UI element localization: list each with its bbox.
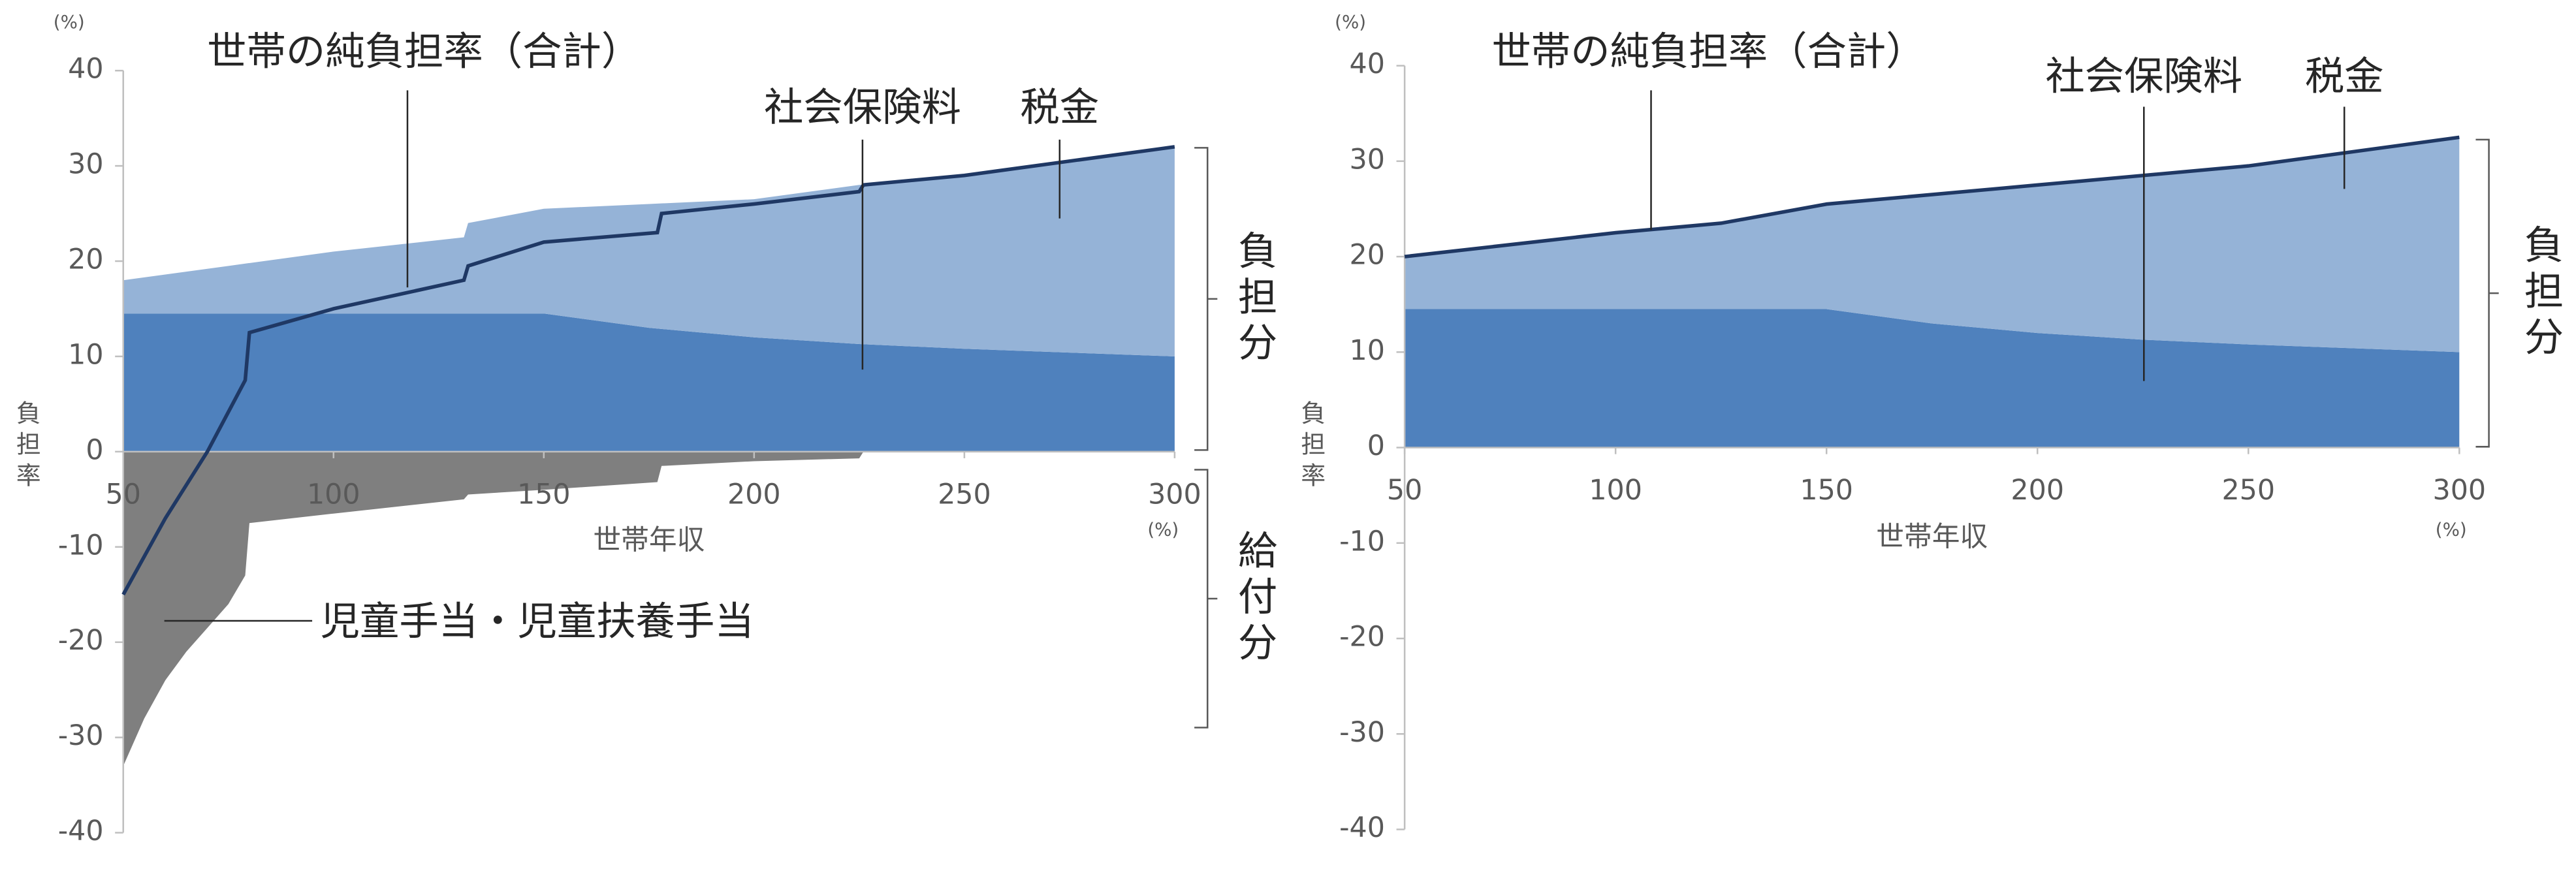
y-tick-label: 0 bbox=[1367, 430, 1385, 462]
x-axis-label: 世帯年収 bbox=[593, 524, 705, 557]
y-axis-label: 負担率 bbox=[1297, 400, 1326, 494]
x-tick-label: 300 bbox=[1148, 478, 1201, 511]
x-tick-label: 150 bbox=[517, 478, 571, 511]
line bbox=[121, 145, 1175, 596]
line bbox=[1404, 135, 2460, 259]
series-label: 社会保険料 bbox=[2045, 54, 2242, 99]
y-tick-label: 20 bbox=[68, 244, 103, 276]
y-tick-label: 40 bbox=[68, 53, 103, 86]
y-tick-label: 0 bbox=[86, 433, 103, 466]
area bbox=[1405, 137, 2460, 353]
x-tick-label: 50 bbox=[1387, 474, 1422, 507]
y-tick-label: 30 bbox=[1350, 143, 1385, 176]
series-label: 世帯の純負担率（合計） bbox=[1491, 29, 1925, 75]
y-tick-label: -40 bbox=[58, 815, 104, 847]
y-tick-label: -30 bbox=[1339, 716, 1385, 749]
area bbox=[123, 313, 1175, 452]
y-tick-label: -10 bbox=[1339, 525, 1385, 558]
x-tick-label: 50 bbox=[106, 478, 141, 511]
y-axis-label: 負担率 bbox=[12, 400, 40, 494]
series-label: 税金 bbox=[1020, 85, 1099, 131]
y-tick-label: -10 bbox=[58, 529, 104, 561]
x-tick-label: 200 bbox=[727, 478, 781, 511]
y-tick-label: 40 bbox=[1350, 48, 1385, 80]
x-tick-label: 100 bbox=[1589, 474, 1642, 507]
y-tick-label: -30 bbox=[58, 719, 104, 752]
y-tick-label: 30 bbox=[68, 148, 103, 181]
y-tick-label: 10 bbox=[68, 338, 103, 371]
series-label: 世帯の純負担率（合計） bbox=[207, 29, 641, 75]
bracket bbox=[1194, 147, 1218, 451]
y-unit: (%) bbox=[1335, 11, 1366, 33]
y-tick-label: 10 bbox=[1350, 334, 1385, 367]
area bbox=[123, 451, 864, 766]
bracket-label: 負担分 bbox=[1232, 230, 1277, 368]
bracket-label: 給付分 bbox=[1232, 529, 1277, 667]
x-axis-label: 世帯年収 bbox=[1876, 521, 1988, 554]
x-tick-label: 300 bbox=[2433, 474, 2487, 507]
series-label: 児童手当・児童扶養手当 bbox=[321, 599, 754, 645]
y-tick-label: -20 bbox=[1339, 621, 1385, 653]
bracket-label: 負担分 bbox=[2517, 224, 2563, 362]
x-tick-label: 200 bbox=[2011, 474, 2064, 507]
x-unit: (%) bbox=[1147, 519, 1179, 541]
x-tick-label: 100 bbox=[307, 478, 360, 511]
series-label: 税金 bbox=[2305, 54, 2384, 99]
area bbox=[123, 146, 1175, 356]
x-tick-label: 250 bbox=[938, 478, 991, 511]
bracket bbox=[1194, 469, 1218, 729]
area bbox=[1405, 309, 2460, 448]
x-unit: (%) bbox=[2436, 519, 2467, 541]
x-tick-label: 250 bbox=[2221, 474, 2275, 507]
y-tick-label: -40 bbox=[1339, 811, 1385, 844]
y-tick-label: -20 bbox=[58, 624, 104, 657]
bracket bbox=[2475, 138, 2499, 448]
x-tick-label: 150 bbox=[1800, 474, 1853, 507]
y-tick-label: 20 bbox=[1350, 239, 1385, 272]
y-unit: (%) bbox=[54, 11, 85, 33]
series-label: 社会保険料 bbox=[764, 85, 961, 131]
